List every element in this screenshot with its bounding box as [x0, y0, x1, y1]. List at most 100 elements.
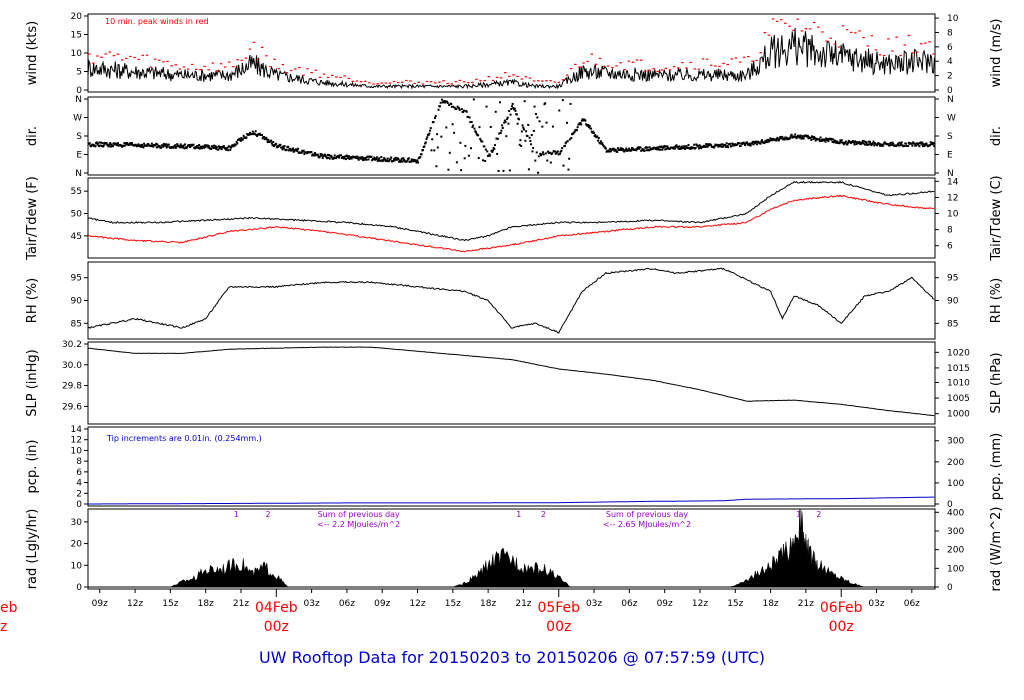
series-wind-direction-dot [349, 156, 352, 159]
series-wind-direction-dot [154, 144, 157, 147]
series-wind-direction-dot [900, 142, 903, 145]
series-wind-direction-dot [180, 144, 183, 147]
plot-area [88, 98, 935, 174]
right-tick-label: 95 [947, 274, 958, 284]
series-wind-direction-dot [528, 136, 531, 139]
series-wind-direction-dot [831, 140, 834, 143]
series-wind-direction-dot [596, 135, 599, 138]
series-wind-direction-dot [453, 131, 456, 134]
series-wind-direction-dot [755, 143, 758, 146]
series-wind-direction-dot [241, 138, 244, 141]
series-wind-direction-dot [239, 139, 242, 142]
series-wind-direction-dot [534, 113, 537, 116]
series-wind-direction-dot [275, 146, 278, 149]
series-wind-direction-dot [179, 143, 182, 146]
left-tick-label: S [76, 132, 82, 142]
series-wind-direction-dot [561, 99, 564, 102]
series-wind-direction-dot [525, 130, 528, 133]
series-wind-direction-dot [472, 98, 475, 101]
series-wind-direction-dot [630, 149, 633, 152]
series-wind-direction-dot [739, 144, 742, 147]
series-wind-direction-dot [897, 142, 900, 145]
series-wind-direction-dot [795, 137, 798, 140]
series-wind-direction-dot [270, 139, 273, 142]
series-wind-direction-dot [882, 143, 885, 146]
series-wind-direction-dot [434, 117, 437, 120]
series-wind-direction-dot [152, 145, 155, 148]
left-tick-label: 0 [76, 583, 82, 593]
series-wind-direction-dot [631, 147, 634, 150]
series-wind-direction-dot [345, 158, 348, 161]
series-wind-direction-dot [840, 139, 843, 142]
series-wind-direction-dot [868, 140, 871, 143]
series-wind-direction-dot [399, 160, 402, 163]
series-wind-direction-dot [365, 158, 368, 161]
series-wind-direction-dot [729, 142, 732, 145]
y-axis-label-left: SLP (inHg) [25, 349, 40, 417]
series-wind-direction-dot [761, 140, 764, 143]
series-wind-direction-dot [340, 154, 343, 157]
series-wind-direction-dot [868, 143, 871, 146]
series-wind-direction-dot [892, 142, 895, 145]
series-wind-direction-dot [769, 137, 772, 140]
series-wind-direction-dot [499, 132, 502, 135]
plot-area [88, 496, 935, 505]
series-wind-direction-dot [498, 132, 501, 135]
series-wind-direction-dot [208, 145, 211, 148]
series-wind-direction-dot [832, 141, 835, 144]
series-wind-direction-dot [522, 126, 525, 129]
series-wind-direction-dot [710, 144, 713, 147]
series-wind-direction-dot [664, 145, 667, 148]
day-label-date: 05Feb [537, 600, 580, 616]
series-wind-direction-dot [393, 158, 396, 161]
series-wind-direction-dot [406, 159, 409, 162]
series-wind-direction-dot [685, 145, 688, 148]
time-tick-label: 03z [586, 599, 602, 609]
series-wind-direction-dot [887, 143, 890, 146]
series-wind-direction-dot [392, 160, 395, 163]
series-wind-direction-dot [520, 145, 523, 148]
series-wind-direction-dot [748, 144, 751, 147]
series-wind-direction-dot [789, 134, 792, 137]
plot-area [88, 267, 935, 334]
series-wind-direction-dot [136, 144, 139, 147]
series-wind-direction-dot [234, 143, 237, 146]
series-wind-direction-dot [245, 136, 248, 139]
series-wind-direction-dot [210, 147, 213, 150]
series-wind-direction-dot [827, 140, 830, 143]
rad-sum-annotation: Sum of previous day [606, 510, 688, 519]
series-wind-direction-dot [294, 149, 297, 152]
series-wind-direction-dot [625, 147, 628, 150]
series-wind-direction-dot [434, 115, 437, 118]
series-wind-direction-dot [869, 142, 872, 145]
series-wind-direction-dot [109, 145, 112, 148]
series-wind-direction-dot [330, 154, 333, 157]
panel-temp: 45 50 55 6 8 10 12 14 Tair/Tdew (F) Tair/Tdew (C) [25, 175, 1004, 261]
series-wind-direction-dot [494, 110, 497, 113]
series-wind-direction-dot [409, 160, 412, 163]
series-wind-direction-dot [520, 130, 523, 133]
series-relative-humidity-line [88, 267, 935, 334]
series-wind-direction-dot [521, 124, 524, 127]
series-wind-direction-dot [917, 142, 920, 145]
series-wind-direction-dot [445, 126, 448, 129]
series-wind-direction-dot [564, 142, 567, 145]
series-wind-direction-dot [846, 143, 849, 146]
series-wind-direction-dot [395, 158, 398, 161]
series-wind-direction-dot [643, 149, 646, 152]
series-wind-direction-dot [372, 158, 375, 161]
series-wind-direction-dot [619, 148, 622, 151]
series-wind-direction-dot [760, 139, 763, 142]
left-tick-label: 14 [71, 425, 83, 435]
series-wind-direction-dot [752, 143, 755, 146]
series-wind-direction-dot [545, 121, 548, 124]
series-wind-direction-dot [717, 145, 720, 148]
series-wind-direction-dot [108, 143, 111, 146]
series-wind-direction-dot [516, 122, 519, 125]
series-wind-direction-dot [573, 130, 576, 133]
series-wind-direction-dot [538, 120, 541, 123]
series-wind-direction-dot [318, 155, 321, 158]
series-wind-direction-dot [360, 157, 363, 160]
edge-label-date: eb [0, 600, 18, 616]
